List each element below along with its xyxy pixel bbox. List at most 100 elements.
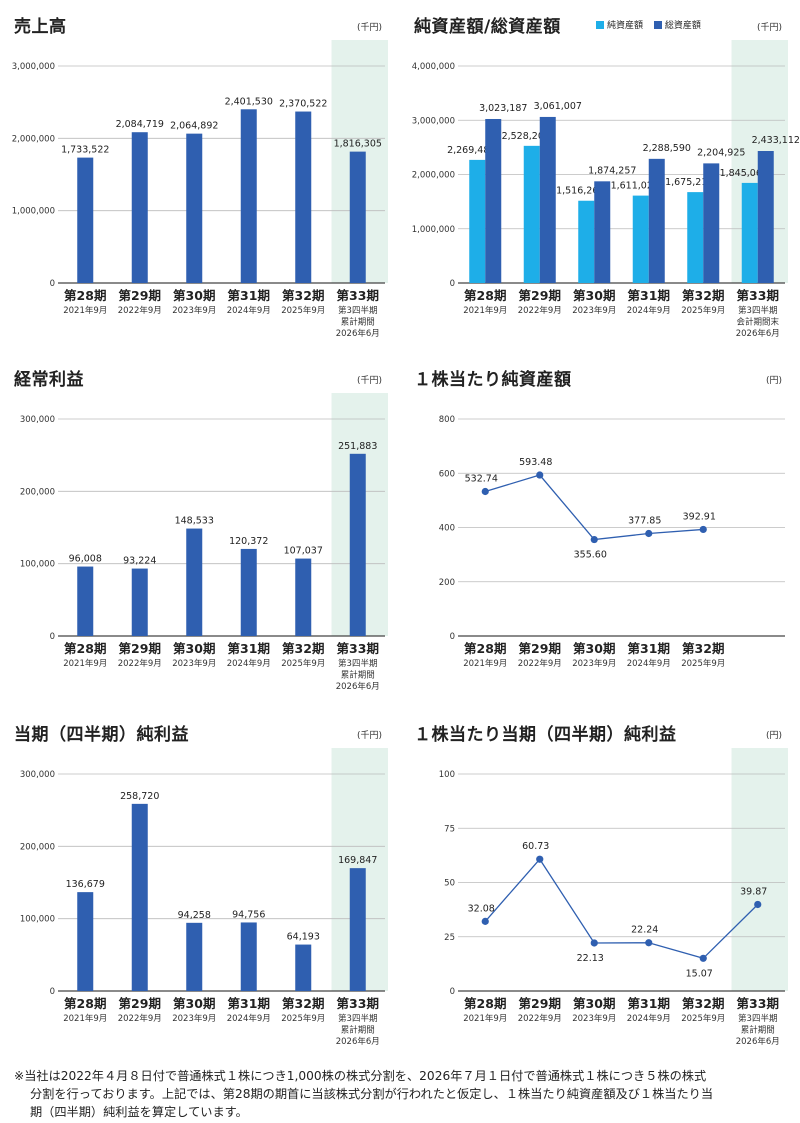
data-label: 39.87 [740,886,767,897]
data-point [645,529,653,538]
footnote-line: 期（四半期）純利益を算定しています。 [30,1105,248,1119]
bar [539,116,556,283]
data-point [590,535,598,544]
bar [77,566,94,636]
data-label: 1,516,264 [556,186,604,197]
sales-chart-panel: 売上高 (千円) 0 1,000,000 2,000,000 3,000,000 第28… [0,0,400,355]
x-sublabel: 2023年9月 [572,658,616,669]
ordinary-income-chart-panel: 経常利益 (千円) 0 100,000 200,000 300,000 第28期 2021… [0,353,400,708]
x-sublabel: 2023年9月 [172,658,216,669]
x-sublabel: 第3四半期 [738,305,777,316]
data-label: 169,847 [338,855,377,866]
bar [523,145,540,283]
x-sublabel: 第3四半期 [738,1013,777,1024]
y-tick-label: 1,000,000 [412,225,455,235]
x-sublabel: 第3四半期 [338,305,377,316]
data-point [699,954,707,962]
x-category-label: 第28期 [64,288,106,303]
data-label: 3,061,007 [534,101,582,112]
data-label: 1,675,214 [665,177,713,188]
bar [349,151,366,283]
x-category-label: 第33期 [337,641,379,656]
y-tick-label: 4,000,000 [412,62,455,72]
data-label: 22.24 [631,925,658,936]
y-tick-label: 1,000,000 [12,207,55,217]
x-sublabel: 2022年9月 [118,658,162,669]
bar [687,192,704,283]
x-category-label: 第29期 [519,641,561,656]
bar [741,182,758,283]
data-label: 15.07 [686,968,713,979]
x-category-label: 第29期 [119,641,161,656]
chart-title: １株当たり当期（四半期）純利益 [414,725,677,745]
y-tick-label: 0 [50,987,55,997]
data-label: 355.60 [574,550,607,561]
legend-swatch [653,21,662,29]
x-sublabel: 2025年9月 [681,1013,725,1024]
y-tick-label: 200,000 [20,487,55,497]
y-tick-label: 75 [444,824,455,834]
x-sublabel: 2025年9月 [281,305,325,316]
bar [632,195,649,283]
x-sublabel: 2024年9月 [227,1013,271,1024]
y-tick-label: 100 [439,770,455,780]
x-sublabel: 2021年9月 [63,658,107,669]
bar [648,158,665,283]
data-point [645,939,653,947]
x-sublabel: 累計期間 [341,1025,375,1036]
bar [485,118,502,284]
data-label: 93,224 [123,556,156,567]
assets-chart: 0 1,000,000 2,000,000 3,000,000 4,000,000 第28… [412,40,800,339]
data-label: 3,023,187 [479,103,527,114]
data-point [754,900,762,909]
data-label: 107,037 [284,546,323,557]
x-category-label: 第32期 [282,288,324,303]
data-label: 258,720 [120,791,159,802]
y-tick-label: 2,000,000 [412,171,455,181]
sales-chart: 0 1,000,000 2,000,000 3,000,000 第28期 2021年9月 第… [12,40,388,339]
chart-title: 当期（四半期）純利益 [14,725,189,745]
x-category-label: 第30期 [573,641,615,656]
data-label: 94,258 [178,910,211,921]
x-category-label: 第32期 [682,641,724,656]
footnote-line: 分割を行っております。上記では、第28期の期首に当該株式分割が行われたと仮定し、… [30,1087,714,1101]
x-category-label: 第28期 [464,288,506,303]
series-line [485,474,704,541]
x-sublabel: 2026年6月 [336,1036,380,1047]
data-label: 392.91 [683,511,716,522]
data-label: 2,204,925 [697,147,745,158]
x-category-label: 第29期 [119,996,161,1011]
x-category-label: 第30期 [173,288,215,303]
x-sublabel: 2021年9月 [463,305,507,316]
x-sublabel: 2024年9月 [627,1013,671,1024]
y-tick-label: 200,000 [20,842,55,852]
y-tick-label: 300,000 [20,770,55,780]
x-category-label: 第33期 [737,996,779,1011]
chart-unit: (千円) [356,23,382,33]
x-category-label: 第28期 [64,996,106,1011]
x-sublabel: 2023年9月 [172,1013,216,1024]
x-category-label: 第32期 [682,288,724,303]
data-label: 1,874,257 [588,165,636,176]
x-category-label: 第31期 [228,288,270,303]
chart-unit: (千円) [356,376,382,386]
data-point [481,917,489,925]
bar [131,568,148,636]
x-sublabel: 2022年9月 [518,1013,562,1024]
chart-unit: (千円) [356,731,382,741]
x-sublabel: 2021年9月 [63,1013,107,1024]
x-sublabel: 2021年9月 [463,1013,507,1024]
y-tick-label: 0 [450,987,455,997]
legend-swatch [596,21,604,29]
x-category-label: 第32期 [682,996,724,1011]
x-sublabel: 2023年9月 [572,1013,616,1024]
data-label: 96,008 [69,554,102,565]
y-tick-label: 0 [50,632,55,642]
x-category-label: 第28期 [64,641,106,656]
x-sublabel: 累計期間 [341,670,375,681]
x-category-label: 第32期 [282,996,324,1011]
bar [295,944,312,991]
ordinary-income-chart: 0 100,000 200,000 300,000 第28期 2021年9月 第29期 202… [20,393,388,692]
bar [703,163,720,283]
